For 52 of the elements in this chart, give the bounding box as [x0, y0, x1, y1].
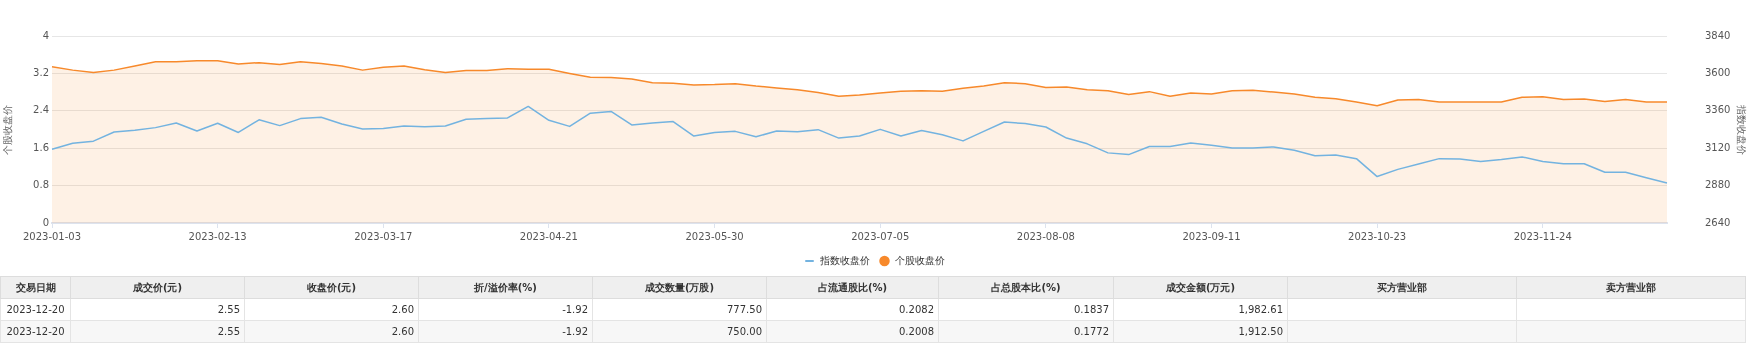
y2-tick-label: 3840: [1705, 29, 1731, 41]
category-label: 卖方营业部: [1516, 276, 1746, 299]
text: 0.2008: [899, 326, 934, 337]
category-label: 收盘价(元): [244, 276, 419, 299]
text: 2.60: [391, 304, 414, 315]
x-tick-label: 2023-02-13: [188, 230, 247, 242]
text: -1.92: [562, 326, 588, 337]
x-tick-label: 2023-09-11: [1182, 230, 1241, 242]
text: 0.2082: [899, 304, 934, 315]
category-label: 买方营业部: [1287, 276, 1517, 299]
x-tick-label: 2023-05-30: [685, 230, 744, 242]
category-label: 成交价(元): [70, 276, 245, 299]
legend-label: 个股收盘价: [894, 254, 945, 266]
y2-tick-label: 2880: [1705, 179, 1731, 191]
y2-tick-label: 2640: [1705, 216, 1731, 228]
category-label: 占总股本比(%): [938, 276, 1114, 299]
x-tick-label: 2023-07-05: [851, 230, 910, 242]
text: 1,912.50: [1238, 326, 1283, 337]
x-tick-label: 2023-03-17: [354, 230, 413, 242]
y-tick-label: 0.8: [33, 179, 49, 191]
legend-label: 指数收盘价: [818, 254, 870, 266]
x-tick-label: 2023-04-21: [519, 230, 578, 242]
text: 0.1837: [1074, 304, 1109, 315]
y-tick-label: 2.4: [33, 104, 49, 116]
text: 750.00: [727, 326, 762, 337]
text: 2023-12-20: [6, 304, 65, 315]
category-label: 折/溢价率(%): [418, 276, 593, 299]
y-tick-label: 3.2: [33, 66, 49, 78]
x-tick-label: 2023-08-08: [1016, 230, 1075, 242]
y-tick-label: 0: [42, 216, 49, 228]
y2-tick-label: 3120: [1705, 141, 1731, 153]
text: 777.50: [727, 304, 762, 315]
text: 2.60: [391, 326, 414, 337]
y2-axis-title: 指数收盘价: [1736, 103, 1748, 155]
y2-tick-label: 3600: [1705, 66, 1731, 78]
text: -1.92: [562, 304, 588, 315]
category-label: 占流通股比(%): [766, 276, 939, 299]
y2-tick-label: 3360: [1705, 104, 1731, 116]
text: 2.55: [217, 326, 240, 337]
text: 2023-12-20: [6, 326, 65, 337]
y-tick-label: 1.6: [33, 141, 49, 153]
x-tick-label: 2023-11-24: [1513, 230, 1572, 242]
text: 2.55: [217, 304, 240, 315]
y-tick-label: 4: [42, 29, 49, 41]
y-axis-title: 个股收盘价: [1, 104, 13, 155]
x-tick-label: 2023-01-03: [22, 230, 82, 242]
text: 0.1772: [1074, 326, 1109, 337]
category-label: 成交金额(万元): [1113, 276, 1288, 299]
x-tick-label: 2023-10-23: [1348, 230, 1407, 242]
category-label: 成交数量(万股): [592, 276, 767, 299]
text: 1,982.61: [1238, 304, 1283, 315]
category-label: 交易日期: [0, 276, 71, 299]
